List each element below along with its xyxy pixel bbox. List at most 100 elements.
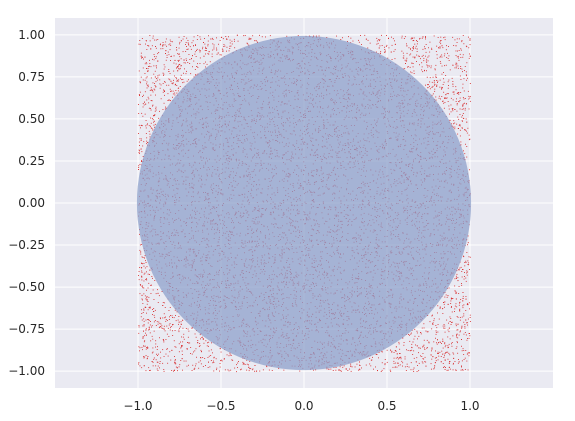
- scatter-point: [220, 54, 222, 56]
- scatter-point: [160, 326, 162, 327]
- scatter-point: [457, 92, 459, 93]
- scatter-point: [175, 90, 177, 91]
- scatter-point: [172, 330, 173, 332]
- scatter-point: [393, 50, 395, 52]
- scatter-point: [144, 272, 146, 274]
- scatter-point: [444, 369, 446, 370]
- scatter-point: [219, 363, 221, 364]
- scatter-point: [145, 370, 147, 372]
- scatter-point: [432, 93, 434, 95]
- scatter-point: [176, 80, 178, 82]
- scatter-point: [140, 284, 142, 286]
- scatter-point: [336, 35, 337, 37]
- scatter-point: [157, 39, 159, 40]
- scatter-point: [443, 102, 445, 104]
- scatter-point: [439, 46, 441, 48]
- scatter-point: [164, 307, 166, 308]
- scatter-point: [447, 81, 449, 83]
- scatter-point: [171, 82, 173, 84]
- scatter-point: [157, 355, 158, 356]
- scatter-point: [339, 370, 341, 372]
- scatter-point: [158, 117, 160, 119]
- scatter-point: [209, 61, 211, 63]
- scatter-point: [462, 113, 464, 114]
- scatter-point: [152, 35, 154, 37]
- scatter-point: [467, 264, 469, 265]
- scatter-point: [456, 316, 458, 317]
- scatter-point: [221, 48, 223, 50]
- scatter-point: [168, 84, 170, 86]
- scatter-point: [195, 74, 197, 75]
- scatter-point: [224, 369, 226, 371]
- scatter-point: [163, 340, 165, 342]
- scatter-point: [430, 354, 432, 356]
- scatter-point: [466, 156, 468, 158]
- scatter-point: [166, 57, 168, 58]
- scatter-point: [466, 270, 468, 272]
- scatter-point: [375, 51, 377, 53]
- scatter-point: [350, 363, 352, 365]
- scatter-point: [446, 296, 448, 298]
- scatter-point: [350, 37, 352, 39]
- scatter-point: [153, 115, 155, 117]
- scatter-point: [446, 45, 447, 47]
- scatter-point: [146, 312, 147, 314]
- scatter-point: [180, 360, 182, 361]
- scatter-point: [166, 84, 168, 86]
- scatter-point: [187, 336, 189, 338]
- scatter-point: [457, 337, 459, 339]
- scatter-point: [451, 77, 453, 79]
- scatter-point: [448, 331, 450, 333]
- scatter-point: [163, 74, 164, 76]
- scatter-point: [413, 46, 414, 47]
- scatter-point: [441, 65, 443, 67]
- scatter-point: [452, 335, 454, 337]
- scatter-point: [162, 328, 164, 329]
- scatter-point: [459, 129, 461, 131]
- scatter-point: [138, 362, 140, 364]
- scatter-point: [449, 69, 451, 71]
- scatter-point: [358, 39, 359, 41]
- scatter-point: [448, 105, 450, 107]
- scatter-point: [391, 59, 393, 60]
- scatter-point: [231, 43, 233, 45]
- scatter-point: [455, 369, 457, 371]
- scatter-point: [226, 38, 228, 40]
- scatter-point: [156, 321, 158, 323]
- scatter-point: [160, 48, 162, 50]
- scatter-point: [139, 293, 141, 295]
- scatter-point: [453, 353, 455, 355]
- scatter-point: [160, 98, 162, 100]
- scatter-point: [434, 83, 436, 85]
- scatter-point: [146, 81, 148, 83]
- scatter-point: [146, 271, 147, 273]
- scatter-point: [142, 67, 144, 69]
- scatter-point: [462, 104, 464, 106]
- scatter-point: [152, 90, 153, 92]
- scatter-point: [443, 81, 445, 83]
- scatter-point: [164, 81, 166, 83]
- scatter-point: [466, 303, 468, 305]
- scatter-point: [437, 80, 439, 82]
- scatter-point: [159, 87, 161, 89]
- scatter-point: [179, 53, 180, 55]
- scatter-point: [141, 112, 143, 114]
- scatter-point: [466, 339, 468, 341]
- scatter-point: [464, 369, 466, 370]
- scatter-point: [243, 363, 245, 365]
- scatter-point: [183, 360, 185, 362]
- scatter-point: [443, 72, 444, 73]
- scatter-point: [451, 322, 452, 323]
- scatter-point: [212, 37, 213, 39]
- scatter-point: [232, 359, 234, 361]
- scatter-point: [186, 70, 187, 72]
- scatter-point: [445, 352, 446, 354]
- scatter-point: [233, 38, 235, 40]
- scatter-point: [148, 367, 150, 369]
- scatter-point: [196, 356, 197, 358]
- scatter-point: [437, 331, 439, 333]
- scatter-point: [468, 302, 470, 304]
- scatter-point: [412, 48, 414, 49]
- scatter-point: [154, 280, 156, 281]
